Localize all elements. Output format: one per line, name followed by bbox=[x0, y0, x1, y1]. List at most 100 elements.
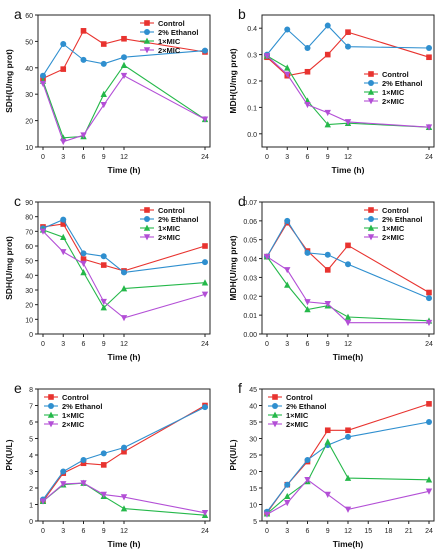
y-tick-label: 6 bbox=[29, 420, 33, 427]
data-point-control bbox=[80, 256, 87, 262]
y-tick-label: 25 bbox=[249, 453, 257, 460]
series-line-1xmic bbox=[266, 440, 430, 515]
series-line-control bbox=[266, 221, 430, 293]
legend-entry-label: 2% Ethanol bbox=[286, 402, 326, 411]
x-tick-label: 12 bbox=[344, 528, 352, 535]
data-point-2xmic bbox=[39, 80, 47, 88]
series-line-2pct-ethanol bbox=[42, 406, 206, 500]
y-tick-label: 5 bbox=[29, 437, 33, 444]
y-tick-label: 2 bbox=[29, 486, 33, 493]
panel-label: b bbox=[238, 6, 246, 22]
series-1xmic bbox=[263, 52, 433, 130]
data-point-control bbox=[426, 289, 432, 296]
x-tick-label: 9 bbox=[102, 154, 106, 161]
legend-marker bbox=[367, 98, 375, 105]
data-point-2pct-ethanol bbox=[80, 456, 87, 463]
data-point-2xmic bbox=[284, 500, 291, 507]
series-2xmic bbox=[263, 53, 433, 131]
y-axis-label: SDH(U/mg prot) bbox=[4, 236, 14, 300]
x-tick-label: 24 bbox=[201, 341, 209, 348]
y-tick-label: 0.3 bbox=[247, 53, 257, 60]
data-point-2xmic bbox=[344, 506, 352, 513]
series-line-2pct-ethanol bbox=[42, 218, 206, 273]
y-tick-label: 15 bbox=[249, 486, 257, 493]
data-point-control bbox=[202, 243, 208, 249]
x-tick-label: 24 bbox=[425, 154, 433, 161]
y-tick-label: 40 bbox=[25, 273, 33, 280]
x-tick-label: 21 bbox=[405, 528, 413, 535]
data-point-2xmic bbox=[425, 124, 433, 131]
data-point-control bbox=[324, 267, 331, 273]
legend-marker bbox=[144, 207, 150, 213]
x-tick-label: 6 bbox=[82, 528, 86, 535]
legend-marker bbox=[48, 403, 54, 409]
legend-marker bbox=[271, 411, 279, 418]
legend-marker bbox=[47, 411, 55, 418]
series-line-1xmic bbox=[266, 55, 430, 128]
x-tick-label: 9 bbox=[102, 528, 106, 535]
data-point-2pct-ethanol bbox=[100, 60, 107, 67]
data-point-control bbox=[304, 68, 311, 75]
data-point-2xmic bbox=[263, 53, 271, 60]
series-line-2xmic bbox=[266, 256, 429, 324]
data-point-2pct-ethanol bbox=[121, 444, 127, 451]
legend-entry-label: 2% Ethanol bbox=[62, 402, 102, 411]
series-line-2pct-ethanol bbox=[42, 43, 206, 76]
series-line-2xmic bbox=[42, 482, 206, 514]
legend-marker bbox=[272, 403, 278, 409]
legend-entry-label: 2×MIC bbox=[158, 46, 181, 55]
data-point-2pct-ethanol bbox=[304, 45, 311, 51]
data-point-2xmic bbox=[120, 315, 128, 322]
data-point-1xmic bbox=[120, 61, 128, 68]
x-tick-label: 6 bbox=[306, 341, 310, 348]
data-point-2xmic bbox=[263, 253, 271, 261]
data-point-2xmic bbox=[304, 476, 311, 484]
series-2xmic bbox=[39, 72, 209, 146]
series-line-1xmic bbox=[266, 256, 430, 322]
x-tick-label: 9 bbox=[326, 341, 330, 348]
data-point-control bbox=[324, 427, 331, 434]
data-point-control bbox=[60, 66, 67, 72]
x-tick-label: 18 bbox=[385, 528, 393, 535]
x-axis-label: Time(h) bbox=[333, 539, 364, 549]
data-point-2pct-ethanol bbox=[345, 261, 351, 268]
y-tick-label: 20 bbox=[25, 119, 33, 126]
x-tick-label: 3 bbox=[61, 528, 65, 535]
series-line-1xmic bbox=[42, 229, 206, 309]
y-tick-label: 45 bbox=[249, 387, 257, 394]
legend-entry-label: 1×MIC bbox=[62, 411, 85, 420]
data-point-1xmic bbox=[304, 306, 311, 313]
data-point-2xmic bbox=[80, 260, 87, 267]
data-point-2xmic bbox=[284, 71, 291, 78]
y-axis-label: PK(U/L) bbox=[4, 439, 14, 470]
data-point-2pct-ethanol bbox=[284, 481, 291, 488]
data-point-2xmic bbox=[425, 319, 433, 327]
x-axis-label: Time (h) bbox=[108, 352, 141, 362]
series-line-2xmic bbox=[42, 74, 206, 143]
data-point-1xmic bbox=[284, 281, 291, 288]
x-tick-label: 24 bbox=[201, 528, 209, 535]
x-tick-label: 12 bbox=[344, 154, 352, 161]
legend-marker bbox=[368, 216, 374, 222]
series-control bbox=[40, 221, 208, 274]
y-tick-label: 0.2 bbox=[247, 79, 257, 86]
y-tick-label: 30 bbox=[249, 437, 257, 444]
x-tick-label: 0 bbox=[265, 154, 269, 161]
y-tick-label: 5 bbox=[253, 519, 257, 526]
y-tick-label: 50 bbox=[25, 39, 33, 46]
y-tick-label: 40 bbox=[249, 404, 257, 411]
data-point-1xmic bbox=[425, 476, 433, 483]
data-point-control bbox=[121, 35, 127, 42]
y-tick-label: 20 bbox=[25, 303, 33, 310]
series-line-2xmic bbox=[266, 479, 430, 515]
legend-entry-label: 2×MIC bbox=[382, 233, 405, 242]
legend-entry-label: 1×MIC bbox=[382, 224, 405, 233]
data-point-control bbox=[121, 448, 127, 455]
data-point-control bbox=[80, 460, 87, 467]
data-point-1xmic bbox=[60, 233, 67, 240]
y-tick-label: 30 bbox=[25, 92, 33, 99]
data-point-2xmic bbox=[263, 511, 271, 518]
